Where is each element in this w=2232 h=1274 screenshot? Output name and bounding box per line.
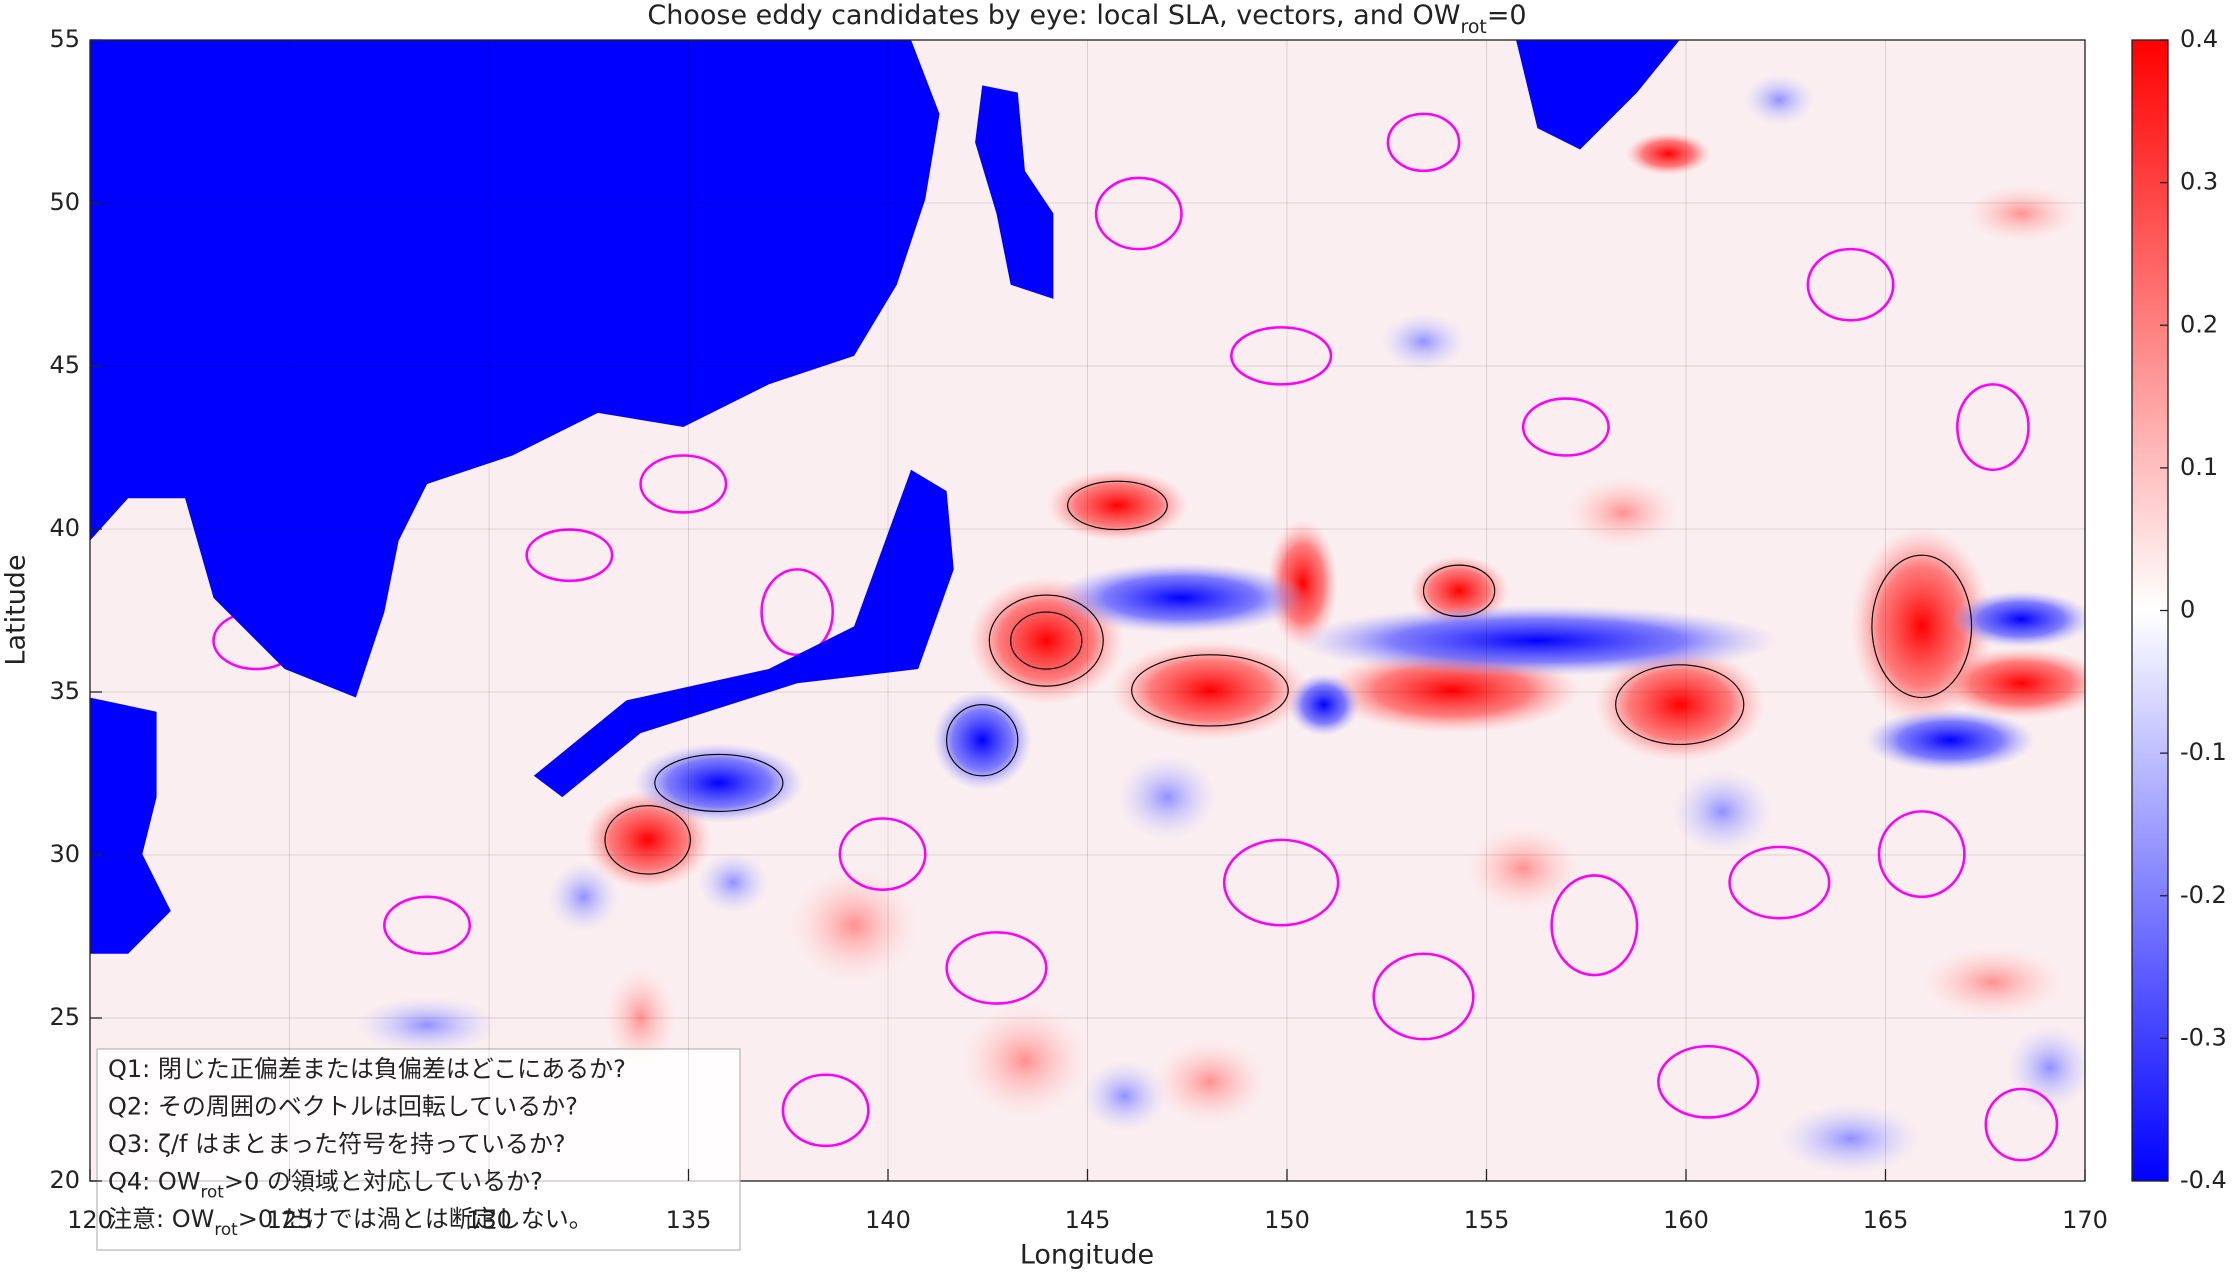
x-tick-label: 150 — [1264, 1206, 1310, 1234]
text-segment: Q3: ζ/f はまとまった符号を持っているか? — [108, 1130, 566, 1158]
text-segment: Q1: 閉じた正偏差または負偏差はどこにあるか? — [108, 1055, 626, 1083]
y-tick-label: 25 — [49, 1003, 80, 1031]
sla-contours — [604, 480, 1973, 875]
y-tick-label: 40 — [49, 514, 80, 542]
colorbar-tick-label: 0.4 — [2180, 25, 2218, 53]
colorbar-tick-label: -0.1 — [2180, 738, 2227, 766]
x-tick-label: 155 — [1464, 1206, 1510, 1234]
x-tick-label: 145 — [1065, 1206, 1111, 1234]
land — [90, 40, 1680, 954]
annotation-line: Q3: ζ/f はまとまった符号を持っているか? — [108, 1130, 566, 1158]
x-tick-label: 140 — [865, 1206, 911, 1234]
y-tick-label: 45 — [49, 351, 80, 379]
colorbar-tick-label: 0.2 — [2180, 310, 2218, 338]
y-tick-label: 55 — [49, 25, 80, 53]
annotation-line: Q2: その周囲のベクトルは回転しているか? — [108, 1093, 578, 1121]
annotation-line: Q1: 閉じた正偏差または負偏差はどこにあるか? — [108, 1055, 626, 1083]
x-tick-label: 170 — [2062, 1206, 2108, 1234]
chart-title: Choose eddy candidates by eye: local SLA… — [647, 0, 1526, 38]
x-axis-label: Longitude — [1020, 1240, 1154, 1271]
text-segment: Q2: その周囲のベクトルは回転しているか? — [108, 1093, 578, 1121]
y-tick-label: 50 — [49, 188, 80, 216]
y-tick-label: 20 — [49, 1166, 80, 1194]
annotation-box — [96, 1048, 741, 1251]
x-tick-label: 130 — [466, 1206, 512, 1234]
text-segment: Choose eddy candidates by eye: local SLA… — [647, 0, 1460, 31]
colorbar-tick-label: -0.4 — [2180, 1166, 2227, 1194]
colorbar-tick-label: 0.1 — [2180, 453, 2218, 481]
annotations: Q1: 閉じた正偏差または負偏差はどこにあるか? Q2: その周囲のベクトルは回転… — [108, 1055, 626, 1239]
colorbar-tick-label: -0.2 — [2180, 881, 2227, 909]
subscript: rot — [1460, 16, 1486, 38]
field — [90, 40, 2085, 1181]
y-tick-label: 35 — [49, 677, 80, 705]
text-segment: Q4: OW — [108, 1168, 201, 1196]
colorbar-tick-label: 0.3 — [2180, 168, 2218, 196]
x-tick-label: 120 — [67, 1206, 113, 1234]
annotation-line: 注意: OWrot>0 だけでは渦とは断定しない。 — [108, 1205, 593, 1239]
x-tick-label: 165 — [1863, 1206, 1909, 1234]
subscript: rot — [201, 1182, 225, 1202]
subscript: rot — [214, 1219, 238, 1239]
text-segment: =0 — [1487, 0, 1527, 31]
x-tick-label: 135 — [666, 1206, 712, 1234]
text-segment: >0 の領域と対応しているか? — [224, 1168, 543, 1196]
ow-contours — [212, 77, 2059, 1162]
y-axis-label: Latitude — [1, 554, 32, 665]
colorbar-tick-label: -0.3 — [2180, 1023, 2227, 1051]
x-tick-label: 160 — [1663, 1206, 1709, 1234]
text-segment: 注意: OW — [108, 1205, 214, 1233]
y-tick-label: 30 — [49, 840, 80, 868]
annotation-line: Q4: OWrot>0 の領域と対応しているか? — [108, 1168, 543, 1202]
x-tick-label: 125 — [267, 1206, 313, 1234]
colorbar-tick-label: 0 — [2180, 596, 2195, 624]
text-segment: >0 だけでは渦とは断定しない。 — [238, 1205, 593, 1233]
